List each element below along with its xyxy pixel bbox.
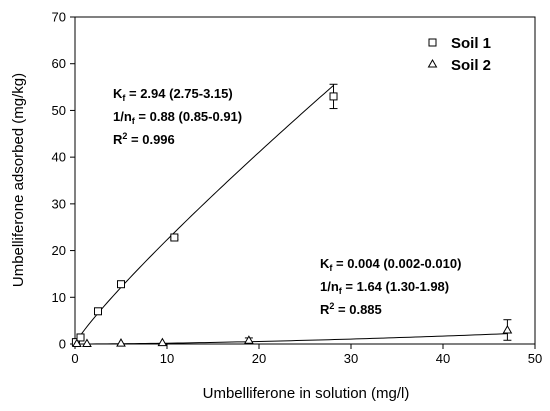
point-soil2 <box>157 337 168 347</box>
y-tick-label: 10 <box>52 290 66 305</box>
fit-curves <box>74 85 508 345</box>
y-tick-label: 60 <box>52 56 66 71</box>
y-tick-label: 40 <box>52 150 66 165</box>
x-tick-label: 50 <box>528 351 542 366</box>
y-tick-label: 30 <box>52 196 66 211</box>
annotation-soil1-kf: Kf = 2.94 (2.75-3.15) <box>113 86 233 103</box>
point-soil2 <box>71 338 82 348</box>
annotation-soil1-nf: 1/nf = 0.88 (0.85-0.91) <box>113 109 242 126</box>
annotation-soil2: Kf = 0.004 (0.002-0.010) 1/nf = 1.64 (1.… <box>320 256 461 317</box>
point-soil1 <box>329 92 338 101</box>
data-points <box>71 92 513 348</box>
plot-area-border <box>74 16 536 345</box>
legend-soil1-marker <box>428 38 437 47</box>
y-tick-label: 50 <box>52 103 66 118</box>
annotation-soil1-r2: R2 = 0.996 <box>113 131 175 147</box>
annotation-soil2-r2: R2 = 0.885 <box>320 301 382 317</box>
annotation-soil2-nf: 1/nf = 1.64 (1.30-1.98) <box>320 279 449 296</box>
legend-soil2-label: Soil 2 <box>451 57 491 74</box>
point-soil1 <box>170 233 179 242</box>
y-tick-label: 70 <box>52 10 66 25</box>
point-soil2 <box>116 338 126 347</box>
point-soil1 <box>117 280 125 289</box>
annotation-soil1: Kf = 2.94 (2.75-3.15) 1/nf = 0.88 (0.85-… <box>113 86 242 147</box>
y-tick-label: 20 <box>52 243 66 258</box>
x-tick-label: 40 <box>436 351 450 366</box>
point-soil2 <box>244 335 254 344</box>
point-soil2 <box>82 338 92 348</box>
point-soil1 <box>76 333 85 342</box>
axis-ticks: 0 10 20 30 40 50 0 10 20 30 40 50 60 70 <box>52 10 543 367</box>
x-tick-label: 0 <box>71 351 78 366</box>
legend-soil2-marker <box>427 58 438 68</box>
annotation-soil2-kf: Kf = 0.004 (0.002-0.010) <box>320 256 461 273</box>
y-axis-label: Umbelliferone adsorbed (mg/kg) <box>10 73 27 287</box>
point-soil2 <box>502 324 513 334</box>
x-tick-label: 10 <box>160 351 174 366</box>
x-tick-label: 30 <box>344 351 358 366</box>
x-tick-label: 20 <box>252 351 266 366</box>
legend: Soil 1 Soil 2 <box>427 35 491 74</box>
plot-frame <box>74 16 536 345</box>
y-tick-label: 0 <box>59 337 66 352</box>
point-soil1 <box>94 307 102 316</box>
fit-curve-soil2 <box>74 333 508 345</box>
x-axis-label: Umbelliferone in solution (mg/l) <box>203 385 410 402</box>
legend-soil1-label: Soil 1 <box>451 35 491 52</box>
fit-curve-soil1 <box>74 85 334 345</box>
